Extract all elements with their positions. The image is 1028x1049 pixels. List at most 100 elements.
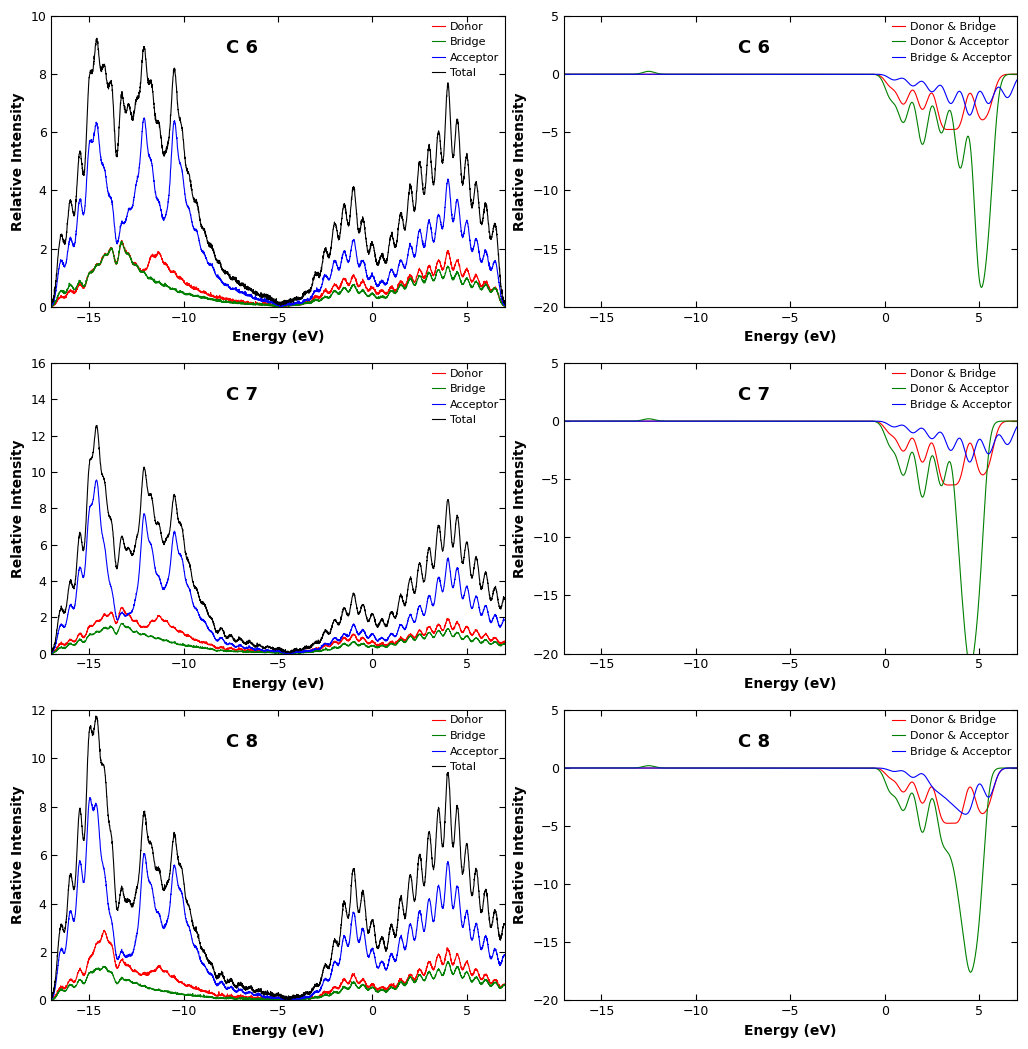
Donor & Acceptor: [557, 762, 570, 774]
Donor & Bridge: [636, 68, 649, 81]
Donor & Bridge: [557, 414, 570, 427]
Donor: [116, 601, 128, 614]
Donor & Acceptor: [1002, 762, 1015, 774]
Donor & Bridge: [636, 762, 649, 774]
Donor: [115, 234, 127, 247]
Bridge & Acceptor: [731, 68, 743, 81]
Donor & Bridge: [947, 478, 959, 491]
Donor & Acceptor: [1011, 762, 1023, 774]
Total: [441, 495, 453, 508]
Donor & Bridge: [1011, 68, 1023, 81]
Bridge: [283, 994, 295, 1007]
Bridge & Acceptor: [751, 414, 764, 427]
Bridge & Acceptor: [610, 68, 622, 81]
Acceptor: [90, 474, 103, 487]
Donor & Bridge: [751, 762, 764, 774]
Line: Donor & Acceptor: Donor & Acceptor: [563, 419, 1017, 666]
Bridge: [499, 300, 511, 313]
Line: Acceptor: Acceptor: [51, 797, 505, 1001]
Total: [124, 104, 137, 116]
Acceptor: [123, 201, 136, 214]
Acceptor: [499, 614, 511, 626]
Donor & Bridge: [731, 762, 743, 774]
Bridge & Acceptor: [610, 762, 622, 774]
Acceptor: [238, 987, 251, 1000]
Y-axis label: Relative Intensity: Relative Intensity: [513, 440, 527, 578]
Bridge: [97, 961, 109, 973]
Acceptor: [276, 300, 288, 313]
Bridge & Acceptor: [751, 762, 764, 774]
Bridge: [45, 299, 58, 312]
Bridge: [238, 992, 251, 1005]
Bridge & Acceptor: [557, 762, 570, 774]
Bridge & Acceptor: [1002, 762, 1015, 774]
Donor: [97, 926, 109, 939]
Bridge & Acceptor: [1002, 438, 1015, 451]
Acceptor: [45, 645, 58, 658]
Acceptor: [219, 981, 231, 993]
Acceptor: [283, 994, 295, 1007]
Bridge: [489, 977, 502, 989]
Donor: [97, 611, 109, 623]
Acceptor: [238, 642, 251, 655]
Total: [489, 582, 502, 595]
Bridge & Acceptor: [1011, 762, 1023, 774]
X-axis label: Energy (eV): Energy (eV): [744, 1024, 837, 1037]
Acceptor: [138, 111, 150, 124]
Total: [219, 975, 231, 987]
Total: [97, 758, 109, 771]
Donor & Acceptor: [636, 66, 649, 79]
Donor & Acceptor: [976, 281, 988, 294]
X-axis label: Energy (eV): Energy (eV): [744, 677, 837, 691]
Donor & Acceptor: [642, 412, 655, 425]
Bridge & Acceptor: [610, 414, 622, 427]
Donor: [45, 993, 58, 1006]
Donor & Acceptor: [1002, 414, 1015, 427]
Donor & Acceptor: [732, 68, 744, 81]
Donor & Acceptor: [953, 554, 965, 566]
Bridge: [97, 252, 109, 264]
Donor & Acceptor: [636, 761, 649, 773]
Donor & Bridge: [948, 817, 960, 830]
Line: Total: Total: [51, 38, 505, 305]
Donor & Bridge: [731, 414, 743, 427]
Bridge: [45, 993, 58, 1006]
Donor & Acceptor: [953, 899, 965, 912]
Bridge: [489, 636, 502, 648]
Line: Donor: Donor: [51, 240, 505, 306]
Total: [124, 544, 137, 557]
Bridge: [219, 645, 231, 658]
Acceptor: [219, 278, 231, 291]
Bridge: [238, 645, 251, 658]
Line: Donor & Bridge: Donor & Bridge: [563, 768, 1017, 823]
Total: [45, 293, 58, 305]
Bridge & Acceptor: [1011, 73, 1023, 86]
Acceptor: [489, 256, 502, 269]
Total: [219, 629, 231, 642]
Bridge & Acceptor: [731, 762, 743, 774]
Line: Donor: Donor: [51, 607, 505, 654]
Acceptor: [83, 791, 96, 804]
Bridge & Acceptor: [751, 68, 764, 81]
Donor: [441, 941, 453, 954]
Line: Donor: Donor: [51, 930, 505, 1001]
Line: Bridge & Acceptor: Bridge & Acceptor: [563, 768, 1017, 814]
Donor: [499, 300, 511, 313]
Donor: [219, 643, 231, 656]
Acceptor: [97, 860, 109, 873]
Total: [441, 768, 453, 780]
Line: Bridge: Bridge: [51, 241, 505, 306]
Acceptor: [238, 288, 251, 301]
Acceptor: [281, 647, 293, 660]
Total: [274, 299, 287, 312]
Line: Acceptor: Acceptor: [51, 480, 505, 654]
Donor: [238, 643, 251, 656]
Total: [489, 905, 502, 918]
Bridge: [441, 958, 453, 970]
Bridge: [115, 235, 127, 248]
Acceptor: [441, 554, 453, 566]
Bridge: [124, 622, 137, 635]
Line: Total: Total: [51, 716, 505, 1000]
Donor & Bridge: [636, 414, 649, 427]
Line: Bridge: Bridge: [51, 962, 505, 1001]
